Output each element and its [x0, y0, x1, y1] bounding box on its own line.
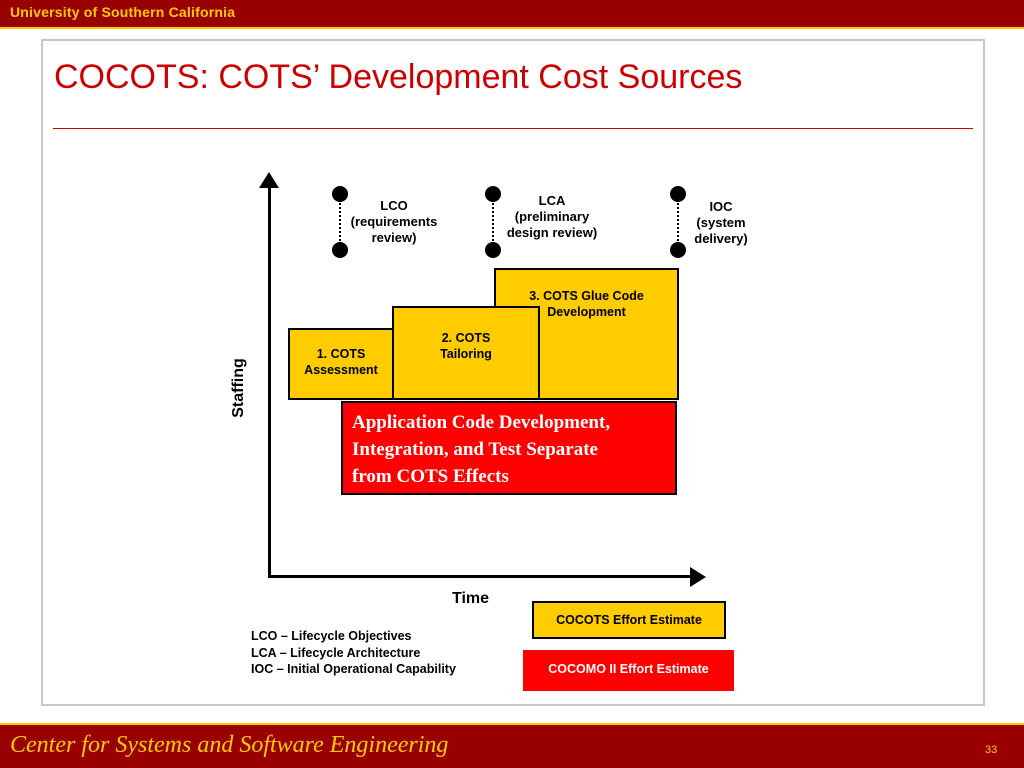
tailoring-line-1: 2. COTS: [441, 331, 491, 345]
cots-assessment-box: 1. COTS Assessment: [288, 328, 394, 400]
page-number: 33: [985, 744, 998, 756]
milestone-dot-icon: [485, 186, 501, 202]
application-code-line-2: Integration, and Test Separate: [352, 439, 598, 460]
abbreviation-lca: LCA – Lifecycle Architecture: [251, 645, 421, 660]
y-axis-label-container: Staffing: [225, 358, 253, 418]
legend-cocomo: COCOMO II Effort Estimate: [523, 650, 734, 691]
slide-frame: [41, 39, 985, 706]
footer-bar: [0, 725, 1024, 768]
milestone-lca-label: LCA (preliminary design review): [496, 193, 608, 241]
application-code-line-1: Application Code Development,: [352, 412, 611, 433]
y-axis-label: Staffing: [230, 358, 247, 418]
milestone-dotted-line: [677, 200, 679, 244]
milestone-dot-icon: [670, 186, 686, 202]
abbreviation-list: LCO – Lifecycle Objectives LCA – Lifecyc…: [251, 628, 456, 678]
milestone-ioc-line-3: delivery): [694, 231, 748, 246]
milestone-lco-line-3: review): [371, 230, 417, 245]
glue-code-line-2: Development: [547, 305, 626, 319]
milestone-dot-icon: [485, 242, 501, 258]
milestone-dotted-line: [492, 200, 494, 244]
milestone-lca-line-3: design review): [506, 225, 598, 240]
footer-divider: [0, 723, 1024, 725]
slide-title: COCOTS: COTS’ Development Cost Sources: [54, 58, 743, 96]
milestone-dot-icon: [670, 242, 686, 258]
milestone-ioc-line-1: IOC: [709, 199, 733, 214]
milestone-ioc-label: IOC (system delivery): [684, 199, 758, 247]
y-axis-arrow-icon: [259, 172, 279, 188]
y-axis: [268, 186, 271, 578]
assessment-line-1: 1. COTS: [316, 347, 366, 361]
application-code-box: Application Code Development, Integratio…: [341, 401, 677, 495]
milestone-dot-icon: [332, 242, 348, 258]
abbreviation-ioc: IOC – Initial Operational Capability: [251, 662, 456, 676]
milestone-dot-icon: [332, 186, 348, 202]
milestone-lco-line-2: (requirements: [350, 214, 438, 229]
legend-cocots: COCOTS Effort Estimate: [532, 601, 726, 639]
footer-title: Center for Systems and Software Engineer…: [10, 732, 449, 758]
milestone-dotted-line: [339, 200, 341, 244]
application-code-line-3: from COTS Effects: [352, 466, 509, 487]
title-underline: [53, 128, 973, 129]
cots-tailoring-box: 2. COTS Tailoring: [392, 306, 540, 400]
milestone-lca-marker: [484, 186, 502, 258]
milestone-lco-marker: [331, 186, 349, 258]
milestone-ioc-line-2: (system: [696, 215, 746, 230]
milestone-ioc-marker: [669, 186, 687, 258]
x-axis-arrow-icon: [690, 567, 706, 587]
x-axis-label: Time: [452, 590, 490, 607]
abbreviation-lco: LCO – Lifecycle Objectives: [251, 629, 412, 643]
application-code-text: Application Code Development, Integratio…: [352, 409, 672, 490]
milestone-lca-line-1: LCA: [538, 193, 566, 208]
milestone-lco-label: LCO (requirements review): [336, 198, 452, 246]
header-divider: [0, 27, 1024, 29]
milestone-lco-line-1: LCO: [380, 198, 408, 213]
x-axis: [268, 575, 693, 578]
header-bar: University of Southern California: [0, 0, 1024, 27]
assessment-line-2: Assessment: [304, 363, 378, 377]
tailoring-line-2: Tailoring: [440, 347, 492, 361]
glue-code-line-1: 3. COTS Glue Code: [529, 289, 644, 303]
institution-name: University of Southern California: [10, 4, 236, 20]
milestone-lca-line-2: (preliminary: [514, 209, 590, 224]
